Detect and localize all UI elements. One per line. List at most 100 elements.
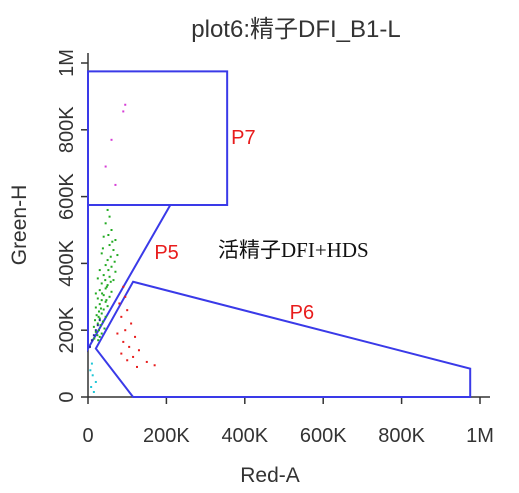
y-tick-label: 0 bbox=[56, 391, 78, 402]
x-axis-label: Red-A bbox=[240, 464, 300, 487]
x-tick-label: 1M bbox=[466, 425, 494, 447]
y-tick-label: 400K bbox=[56, 239, 78, 286]
data-point bbox=[110, 138, 113, 141]
data-point bbox=[106, 259, 109, 262]
y-tick-label: 1M bbox=[56, 49, 78, 77]
data-point bbox=[98, 289, 101, 292]
data-point bbox=[153, 364, 156, 367]
chart-title: plot6:精子DFI_B1-L bbox=[191, 16, 400, 43]
data-point bbox=[94, 329, 97, 332]
gate-p7-label: P7 bbox=[231, 127, 255, 149]
data-points bbox=[88, 103, 156, 393]
data-point bbox=[116, 254, 119, 257]
data-point bbox=[89, 369, 92, 372]
data-point bbox=[107, 234, 110, 237]
data-point bbox=[128, 345, 131, 348]
data-point bbox=[122, 110, 125, 113]
data-point bbox=[96, 277, 99, 280]
data-point bbox=[113, 260, 116, 263]
gate-p6-label: P6 bbox=[290, 302, 314, 324]
data-point bbox=[90, 362, 93, 365]
data-point bbox=[94, 319, 97, 322]
gate-p5-label: P5 bbox=[154, 242, 178, 264]
data-point bbox=[100, 332, 103, 335]
data-point bbox=[122, 285, 125, 288]
data-point bbox=[120, 315, 123, 318]
gate-p7-outline bbox=[87, 70, 229, 206]
data-point bbox=[116, 332, 119, 335]
data-point bbox=[102, 294, 105, 297]
data-point bbox=[96, 297, 99, 300]
data-point bbox=[92, 390, 95, 393]
data-point bbox=[94, 330, 97, 333]
data-point bbox=[94, 306, 97, 309]
data-point bbox=[126, 309, 129, 312]
data-point bbox=[112, 249, 115, 252]
data-point bbox=[104, 264, 107, 267]
x-tick-label: 400K bbox=[221, 425, 268, 447]
data-point bbox=[118, 302, 121, 305]
data-point bbox=[103, 327, 106, 330]
data-point bbox=[95, 314, 98, 317]
data-point bbox=[114, 239, 117, 242]
data-point bbox=[101, 247, 104, 250]
data-point bbox=[107, 269, 110, 272]
data-point bbox=[90, 339, 93, 342]
gate-p5-outline bbox=[87, 203, 173, 353]
data-point bbox=[145, 360, 148, 363]
data-point bbox=[96, 322, 99, 325]
gate-p6-outline bbox=[94, 280, 472, 398]
data-point bbox=[102, 274, 105, 277]
data-point bbox=[104, 300, 107, 303]
data-point bbox=[104, 165, 107, 168]
data-point bbox=[120, 352, 123, 355]
data-point bbox=[91, 374, 94, 377]
data-point bbox=[111, 240, 114, 243]
data-point bbox=[96, 324, 99, 327]
annotation-text: 活精子DFI+HDS bbox=[218, 238, 369, 262]
data-point bbox=[98, 319, 101, 322]
data-point bbox=[97, 310, 100, 313]
x-tick-label: 200K bbox=[143, 425, 190, 447]
data-point bbox=[132, 355, 135, 358]
data-point bbox=[134, 335, 137, 338]
data-point bbox=[122, 340, 125, 343]
data-point bbox=[114, 270, 117, 273]
data-point bbox=[110, 265, 113, 268]
data-point bbox=[100, 312, 103, 315]
data-point bbox=[137, 349, 140, 352]
axis-ticks: 0 200K 400K 600K 800K 1M 0 200K 400K 600K 800K 1M bbox=[56, 49, 494, 447]
data-point bbox=[108, 244, 111, 247]
data-point bbox=[124, 295, 127, 298]
data-point bbox=[98, 317, 101, 320]
data-point bbox=[105, 285, 108, 288]
data-point bbox=[102, 235, 105, 238]
data-point bbox=[101, 320, 104, 323]
y-tick-label: 600K bbox=[56, 173, 78, 220]
data-point bbox=[93, 337, 96, 340]
data-point bbox=[109, 255, 112, 258]
data-point bbox=[100, 299, 103, 302]
data-point bbox=[136, 365, 138, 368]
data-point bbox=[92, 334, 95, 337]
data-point bbox=[98, 303, 101, 306]
data-point bbox=[101, 292, 104, 295]
data-point bbox=[104, 222, 107, 225]
data-point bbox=[109, 280, 112, 283]
data-point bbox=[124, 329, 127, 332]
data-point bbox=[88, 345, 91, 348]
data-point bbox=[105, 299, 108, 302]
data-point bbox=[106, 305, 109, 308]
data-point bbox=[104, 279, 107, 282]
data-point bbox=[108, 275, 111, 278]
data-point bbox=[90, 385, 93, 388]
data-point bbox=[98, 335, 101, 338]
data-point bbox=[94, 380, 97, 383]
data-point bbox=[97, 329, 100, 332]
data-point bbox=[97, 339, 100, 342]
x-tick-label: 600K bbox=[300, 425, 347, 447]
plot-frame bbox=[87, 53, 490, 398]
data-point bbox=[106, 208, 109, 211]
y-tick-label: 200K bbox=[56, 306, 78, 353]
